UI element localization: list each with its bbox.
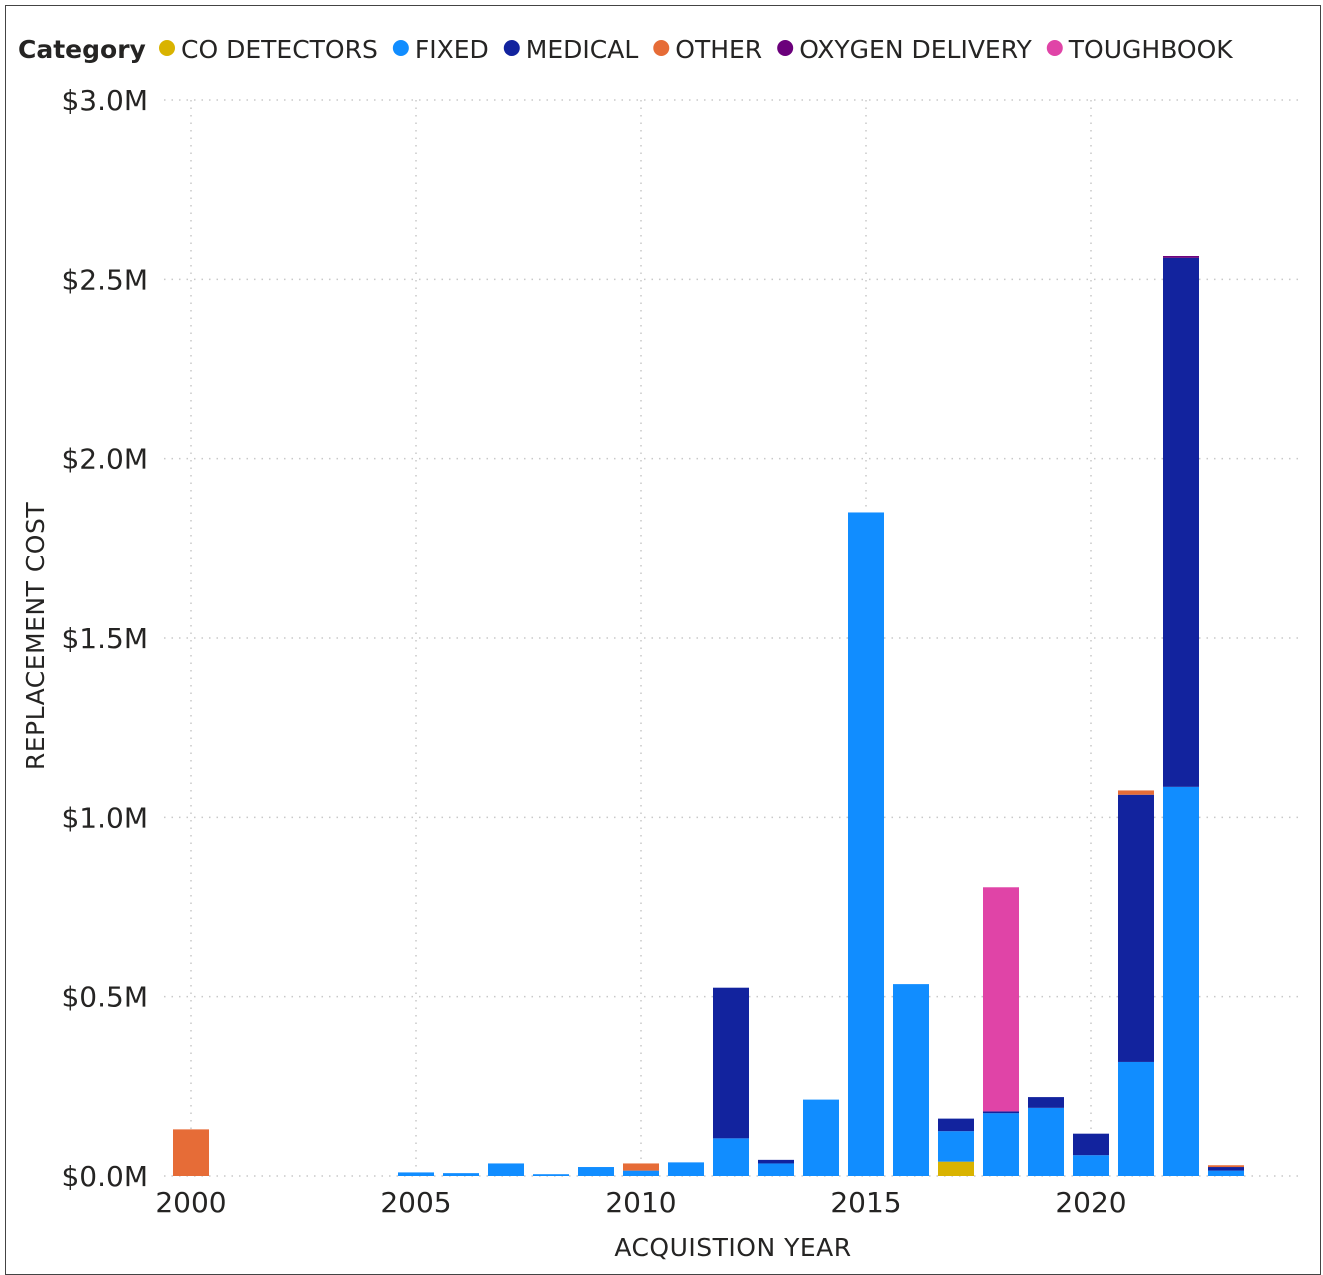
bar-segment <box>1163 256 1199 258</box>
x-tick-label: 2005 <box>380 1186 451 1219</box>
bar-segment <box>983 1113 1019 1176</box>
legend-marker <box>777 40 794 56</box>
bar-segment <box>1028 1107 1064 1176</box>
bar-segment <box>1163 786 1199 1176</box>
bar-segment <box>713 987 749 1139</box>
bar-segment <box>1208 1170 1244 1176</box>
legend: Category CO DETECTORS FIXED MEDICAL OTHER OX… <box>18 35 1233 64</box>
bar-segment <box>938 1161 974 1176</box>
legend-label: OTHER <box>675 35 762 64</box>
x-tick-label: 2015 <box>830 1186 901 1219</box>
legend-marker <box>653 40 670 56</box>
x-axis-ticks: 2000 2005 2010 2015 2020 <box>155 1186 1126 1219</box>
bar-segment <box>938 1118 974 1132</box>
legend-marker <box>1046 40 1063 56</box>
y-axis-title: REPLACEMENT COST <box>21 502 50 770</box>
legend-marker <box>159 40 175 56</box>
bar-segment <box>623 1163 659 1171</box>
bar-segment <box>398 1172 434 1176</box>
bar-segment <box>1118 1061 1154 1176</box>
y-tick-label: $0.0M <box>61 1160 148 1193</box>
legend-marker <box>392 40 409 56</box>
bar-segment <box>668 1162 704 1176</box>
y-tick-label: $2.0M <box>61 443 148 476</box>
legend-label: MEDICAL <box>526 35 639 64</box>
legend-label: OXYGEN DELIVERY <box>799 35 1032 64</box>
legend-marker <box>503 40 520 56</box>
bar-segment <box>803 1099 839 1176</box>
bar-segment <box>938 1131 974 1162</box>
bar-segment <box>623 1170 659 1176</box>
y-axis-ticks: $0.0M $0.5M $1.0M $1.5M $2.0M $2.5M $3.0M <box>61 84 148 1193</box>
x-tick-label: 2010 <box>605 1186 676 1219</box>
x-tick-label: 2020 <box>1055 1186 1126 1219</box>
y-tick-label: $1.5M <box>61 622 148 655</box>
y-tick-label: $2.5M <box>61 263 148 296</box>
legend-label: TOUGHBOOK <box>1068 35 1233 64</box>
bar-segment <box>713 1138 749 1176</box>
bar-segment <box>1208 1167 1244 1171</box>
bar-segment <box>1073 1155 1109 1176</box>
bar-segment <box>578 1167 614 1176</box>
y-tick-label: $3.0M <box>61 84 148 117</box>
bar-segment <box>1118 794 1154 1062</box>
legend-label: FIXED <box>415 35 489 64</box>
bar-segment <box>443 1173 479 1176</box>
gridlines <box>164 99 1298 1177</box>
bar-segment <box>983 887 1019 1112</box>
x-tick-label: 2000 <box>155 1186 226 1219</box>
legend-title: Category <box>18 35 146 64</box>
bar-segment <box>1208 1165 1244 1168</box>
chart-frame <box>5 5 1321 1275</box>
bar-segment <box>1163 257 1199 787</box>
bar-segment <box>893 984 929 1176</box>
y-tick-label: $1.0M <box>61 801 148 834</box>
bar-segment <box>983 1111 1019 1114</box>
bars <box>173 256 1244 1176</box>
legend-label: CO DETECTORS <box>181 35 378 64</box>
bar-segment <box>488 1163 524 1176</box>
bar-segment <box>758 1159 794 1164</box>
bar-segment <box>173 1129 209 1176</box>
bar-segment <box>1028 1097 1064 1108</box>
bar-segment <box>1118 790 1154 795</box>
bar-segment <box>758 1163 794 1176</box>
bar-segment <box>848 512 884 1176</box>
x-axis-title: ACQUISTION YEAR <box>614 1233 851 1262</box>
bar-segment <box>533 1174 569 1176</box>
y-tick-label: $0.5M <box>61 981 148 1014</box>
bar-segment <box>1073 1133 1109 1156</box>
